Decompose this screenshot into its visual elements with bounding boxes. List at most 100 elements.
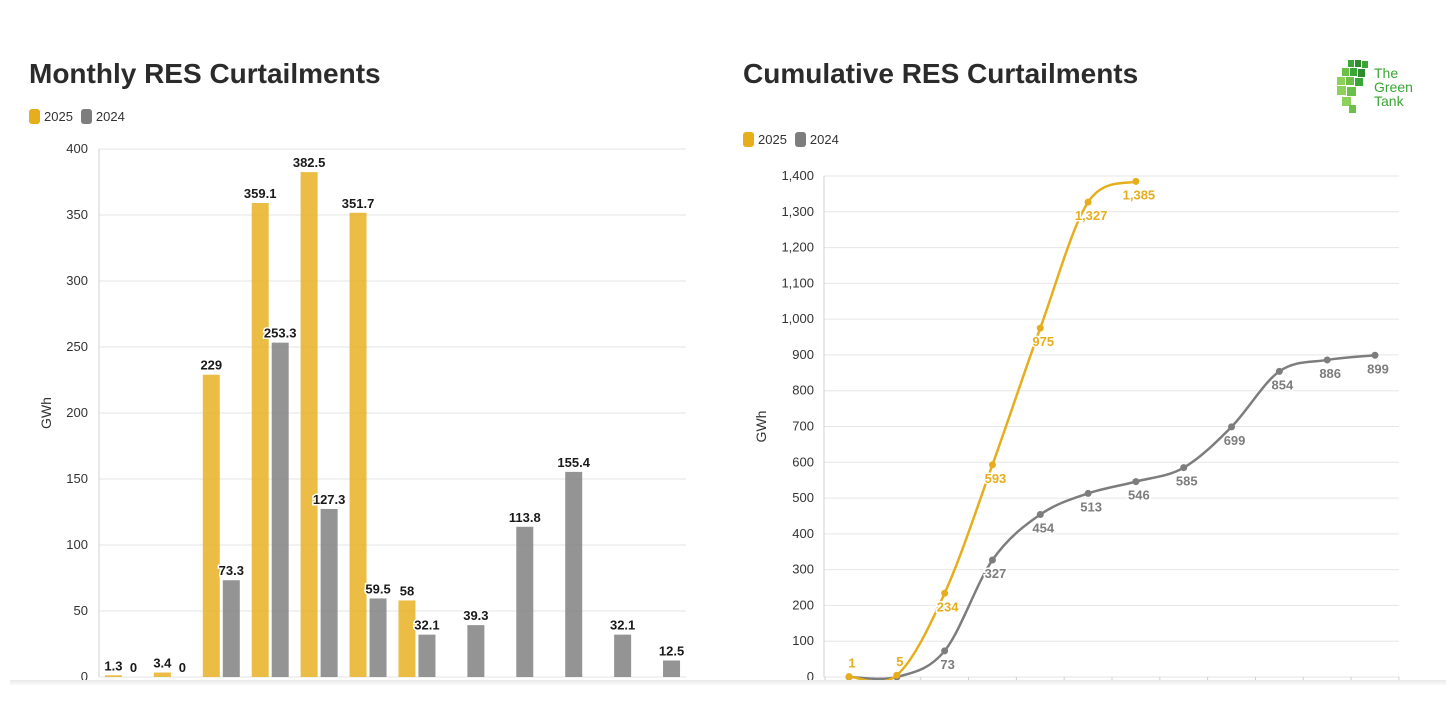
solar-panel-icon	[1337, 60, 1368, 113]
y-tick-label: 100	[66, 537, 88, 552]
y-tick-label: 400	[792, 526, 814, 541]
bar	[202, 374, 220, 677]
monthly-bar-chart: 0 50 100 150 200 250 300 350 400 GWh 1.3 3.4 229 359.…	[38, 141, 686, 684]
logo-text: The Green Tank	[1374, 66, 1413, 108]
data-point	[941, 647, 949, 655]
legend-item-2025[interactable]: 2025	[29, 109, 73, 124]
y-tick-label: 700	[792, 419, 814, 434]
data-label: 513	[1080, 499, 1102, 514]
data-point	[1275, 367, 1283, 375]
y-tick-label: 1,300	[781, 204, 814, 219]
data-label: 113.8	[509, 510, 541, 525]
data-label: 0	[179, 660, 186, 675]
data-label: 886	[1319, 366, 1341, 381]
y-tick-label: 250	[66, 339, 88, 354]
monthly-chart-title: Monthly RES Curtailments	[29, 58, 381, 89]
logo-text-tank: Tank	[1374, 93, 1404, 109]
data-label: 73.3	[219, 563, 244, 578]
legend-swatch-2024	[794, 132, 806, 147]
y-tick-label: 400	[66, 141, 88, 156]
bar	[467, 625, 485, 677]
bar	[222, 580, 240, 677]
data-label: 585	[1176, 474, 1198, 489]
y-tick-label: 300	[66, 273, 88, 288]
legend-label-2025: 2025	[44, 109, 73, 124]
logo-text-green: Green	[1374, 79, 1413, 95]
bar	[614, 634, 632, 677]
y-tick-label: 1,200	[781, 240, 814, 255]
data-label: 1.3	[104, 658, 122, 673]
data-label: 382.5	[293, 155, 326, 170]
y-tick-label: 50	[74, 603, 88, 618]
data-point	[988, 556, 996, 564]
data-point	[845, 673, 853, 681]
data-label: 5	[896, 654, 903, 669]
data-point	[1371, 351, 1379, 359]
y-tick-label: 350	[66, 207, 88, 222]
series-line-2025	[848, 180, 1137, 683]
data-label: 3.4	[153, 656, 172, 671]
data-point	[1228, 423, 1236, 431]
green-tank-logo: The Green Tank	[1334, 58, 1424, 116]
y-tick-label: 1,000	[781, 311, 814, 326]
legend-item-2024[interactable]: 2024	[794, 132, 839, 147]
data-point	[1036, 324, 1044, 332]
legend-item-2025[interactable]: 2025	[743, 132, 787, 147]
bar	[369, 598, 387, 677]
y-tick-label: 1,400	[781, 168, 814, 183]
data-label: 32.1	[610, 618, 635, 633]
data-point	[1132, 177, 1140, 185]
data-label: 127.3	[313, 492, 346, 507]
data-label: 359.1	[244, 186, 277, 201]
y-axis-title: GWh	[753, 411, 769, 443]
y-tick-label: 200	[66, 405, 88, 420]
bar	[516, 526, 534, 677]
data-label: 1,327	[1075, 208, 1108, 223]
data-point	[1084, 489, 1092, 497]
monthly-legend: 2025 2024	[29, 109, 133, 124]
data-label: 59.5	[365, 581, 390, 596]
data-point	[1323, 356, 1331, 364]
bar	[398, 600, 416, 677]
legend-swatch-2024	[80, 109, 92, 124]
legend-label-2025: 2025	[758, 132, 787, 147]
data-label: 1	[848, 656, 855, 671]
data-label: 854	[1272, 377, 1294, 392]
y-tick-label: 800	[792, 383, 814, 398]
bar	[663, 660, 681, 677]
legend-item-2024[interactable]: 2024	[80, 109, 125, 124]
bar	[251, 202, 269, 677]
data-label: 899	[1367, 361, 1389, 376]
y-tick-label: 500	[792, 490, 814, 505]
data-point	[1180, 464, 1188, 472]
bar	[104, 675, 122, 677]
data-point	[893, 671, 901, 679]
bar	[565, 471, 583, 677]
legend-label-2024: 2024	[809, 132, 839, 147]
data-point	[1132, 478, 1140, 486]
bottom-divider	[10, 680, 1446, 686]
y-tick-label: 600	[792, 454, 814, 469]
data-label: 253.3	[264, 326, 297, 341]
y-tick-label: 0	[81, 669, 88, 684]
bar	[418, 634, 436, 677]
bar	[153, 672, 171, 677]
y-axis-title: GWh	[38, 397, 54, 429]
data-label: 546	[1128, 488, 1150, 503]
logo-text-the: The	[1374, 65, 1399, 81]
y-tick-label: 100	[792, 633, 814, 648]
legend-swatch-2025	[29, 109, 40, 124]
data-label: 699	[1224, 433, 1246, 448]
data-label: 975	[1032, 334, 1054, 349]
data-label: 73	[940, 657, 954, 672]
data-label: 1,385	[1123, 187, 1156, 202]
legend-swatch-2025	[743, 132, 754, 147]
bar	[320, 508, 338, 677]
y-tick-label: 300	[792, 562, 814, 577]
cumulative-chart-title: Cumulative RES Curtailments	[743, 58, 1139, 89]
data-label: 229	[200, 358, 222, 373]
data-label: 32.1	[414, 618, 439, 633]
cumulative-legend: 2025 2024	[743, 132, 847, 147]
data-label: 58	[400, 583, 414, 598]
y-tick-label: 1,100	[781, 275, 814, 290]
